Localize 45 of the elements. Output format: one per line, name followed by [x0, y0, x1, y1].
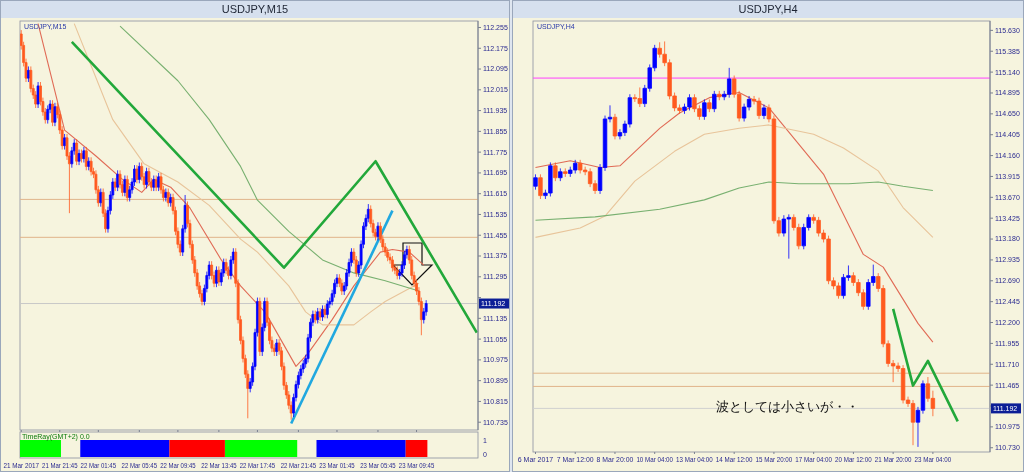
candlestick — [323, 304, 327, 319]
candlestick — [900, 364, 906, 404]
line-series — [70, 40, 478, 334]
candlestick — [395, 266, 399, 280]
candlestick — [145, 167, 148, 189]
candlestick — [702, 98, 707, 121]
candlestick — [910, 399, 916, 446]
candlestick — [321, 304, 324, 322]
candlestick — [164, 188, 168, 202]
line-series — [891, 307, 960, 423]
line-series — [534, 181, 934, 221]
candlestick — [313, 310, 317, 324]
candlestick — [80, 149, 83, 163]
candlestick — [147, 167, 151, 187]
candlestick — [538, 173, 543, 200]
candlestick — [707, 98, 712, 113]
candlestick — [224, 258, 228, 275]
candlestick — [386, 247, 390, 262]
annotation: 波としては小さいが・・ — [715, 399, 859, 415]
line-series — [534, 92, 934, 343]
candlestick — [27, 66, 30, 83]
line-series — [73, 23, 420, 326]
line-series — [534, 124, 934, 238]
candlestick — [391, 255, 394, 272]
candlestick — [563, 167, 568, 178]
candlestick — [612, 113, 618, 140]
candlestick — [63, 133, 66, 150]
candlestick — [84, 146, 88, 171]
candlestick — [75, 138, 79, 166]
candlestick — [553, 162, 558, 182]
candlestick — [717, 90, 722, 101]
candlestick — [761, 104, 767, 120]
candlestick — [712, 90, 717, 113]
candlestick — [325, 299, 329, 319]
candlestick — [756, 97, 762, 120]
candlestick — [558, 167, 563, 182]
candlestick — [87, 156, 91, 171]
chart-title: USDJPY,H4 — [738, 3, 798, 15]
candlestick — [113, 177, 117, 192]
chart-title: USDJPY,M15 — [221, 3, 289, 15]
candlestick — [169, 193, 173, 208]
candlestick — [99, 188, 103, 208]
candlestick — [116, 169, 120, 192]
candlestick — [533, 173, 538, 191]
candlestick — [166, 188, 170, 208]
